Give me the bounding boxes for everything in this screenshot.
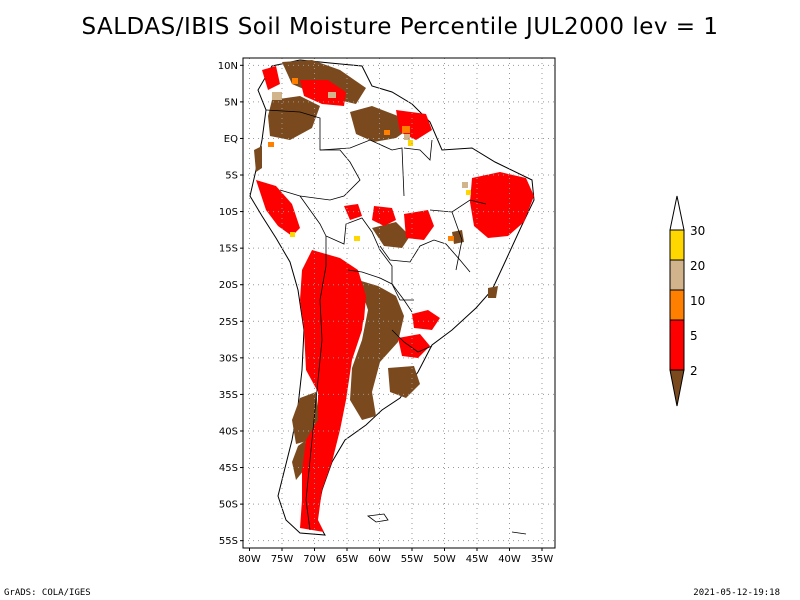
lat-tick-label: 40S	[219, 426, 238, 437]
colorbar-label-10: 10	[690, 294, 705, 308]
latitude-tick-labels: 10N 5N EQ 5S 10S 15S 20S 25S 30S 35S 40S 45S 50S 55S	[218, 61, 243, 547]
lat-tick-label: 50S	[219, 500, 238, 511]
map-frame	[242, 57, 556, 549]
lat-tick-label: 5S	[225, 171, 238, 182]
colorbar-label-2: 2	[690, 364, 698, 378]
lat-tick-label: 10S	[219, 207, 238, 218]
footer-credit: GrADS: COLA/IGES	[4, 588, 91, 598]
colorbar-label-20: 20	[690, 259, 705, 273]
lon-tick-label: 35W	[531, 554, 554, 565]
map-plot-area	[243, 58, 555, 548]
tan-category-regions	[272, 92, 468, 188]
lon-tick-label: 65W	[336, 554, 359, 565]
south-georgia	[511, 531, 527, 535]
brown-category-regions	[254, 60, 498, 480]
map-title: SALDAS/IBIS Soil Moisture Percentile JUL…	[81, 14, 719, 40]
lat-tick-label: 35S	[219, 390, 238, 401]
colorbar-label-5: 5	[690, 329, 698, 343]
falkland-islands	[366, 513, 389, 523]
lon-tick-label: 70W	[303, 554, 326, 565]
colorbar-top-arrow	[669, 195, 685, 231]
lat-tick-label: 30S	[219, 353, 238, 364]
colorbar: 30 20 10 5 2	[669, 195, 705, 407]
lat-tick-label: 15S	[219, 244, 238, 255]
lat-tick-label: 20S	[219, 280, 238, 291]
lon-tick-label: 60W	[368, 554, 391, 565]
lat-tick-label: 25S	[219, 317, 238, 328]
country-borders	[265, 109, 487, 531]
lat-tick-label: 5N	[224, 97, 238, 108]
yellow-category-regions	[290, 140, 471, 241]
lat-tick-label: EQ	[224, 134, 238, 145]
lon-tick-label: 40W	[498, 554, 521, 565]
lat-tick-label: 45S	[219, 463, 238, 474]
colorbar-segment-2-5	[669, 319, 685, 371]
colorbar-segment-20-30	[669, 229, 685, 261]
lon-tick-label: 75W	[271, 554, 294, 565]
lon-tick-label: 45W	[466, 554, 489, 565]
lon-tick-label: 80W	[238, 554, 261, 565]
grid-lines	[243, 58, 555, 548]
lat-tick-label: 55S	[219, 536, 238, 547]
orange-category-regions	[268, 78, 454, 241]
colorbar-segment-5-10	[669, 289, 685, 321]
colorbar-bottom-arrow	[669, 369, 685, 407]
red-category-regions	[256, 66, 534, 532]
colorbar-segment-10-20	[669, 259, 685, 291]
lon-tick-label: 55W	[401, 554, 424, 565]
colorbar-label-30: 30	[690, 224, 705, 238]
longitude-tick-labels: 80W 75W 70W 65W 60W 55W 50W 45W 40W 35W	[238, 548, 553, 565]
lat-tick-label: 10N	[218, 61, 238, 72]
lon-tick-label: 50W	[433, 554, 456, 565]
footer-timestamp: 2021-05-12-19:18	[693, 588, 780, 598]
